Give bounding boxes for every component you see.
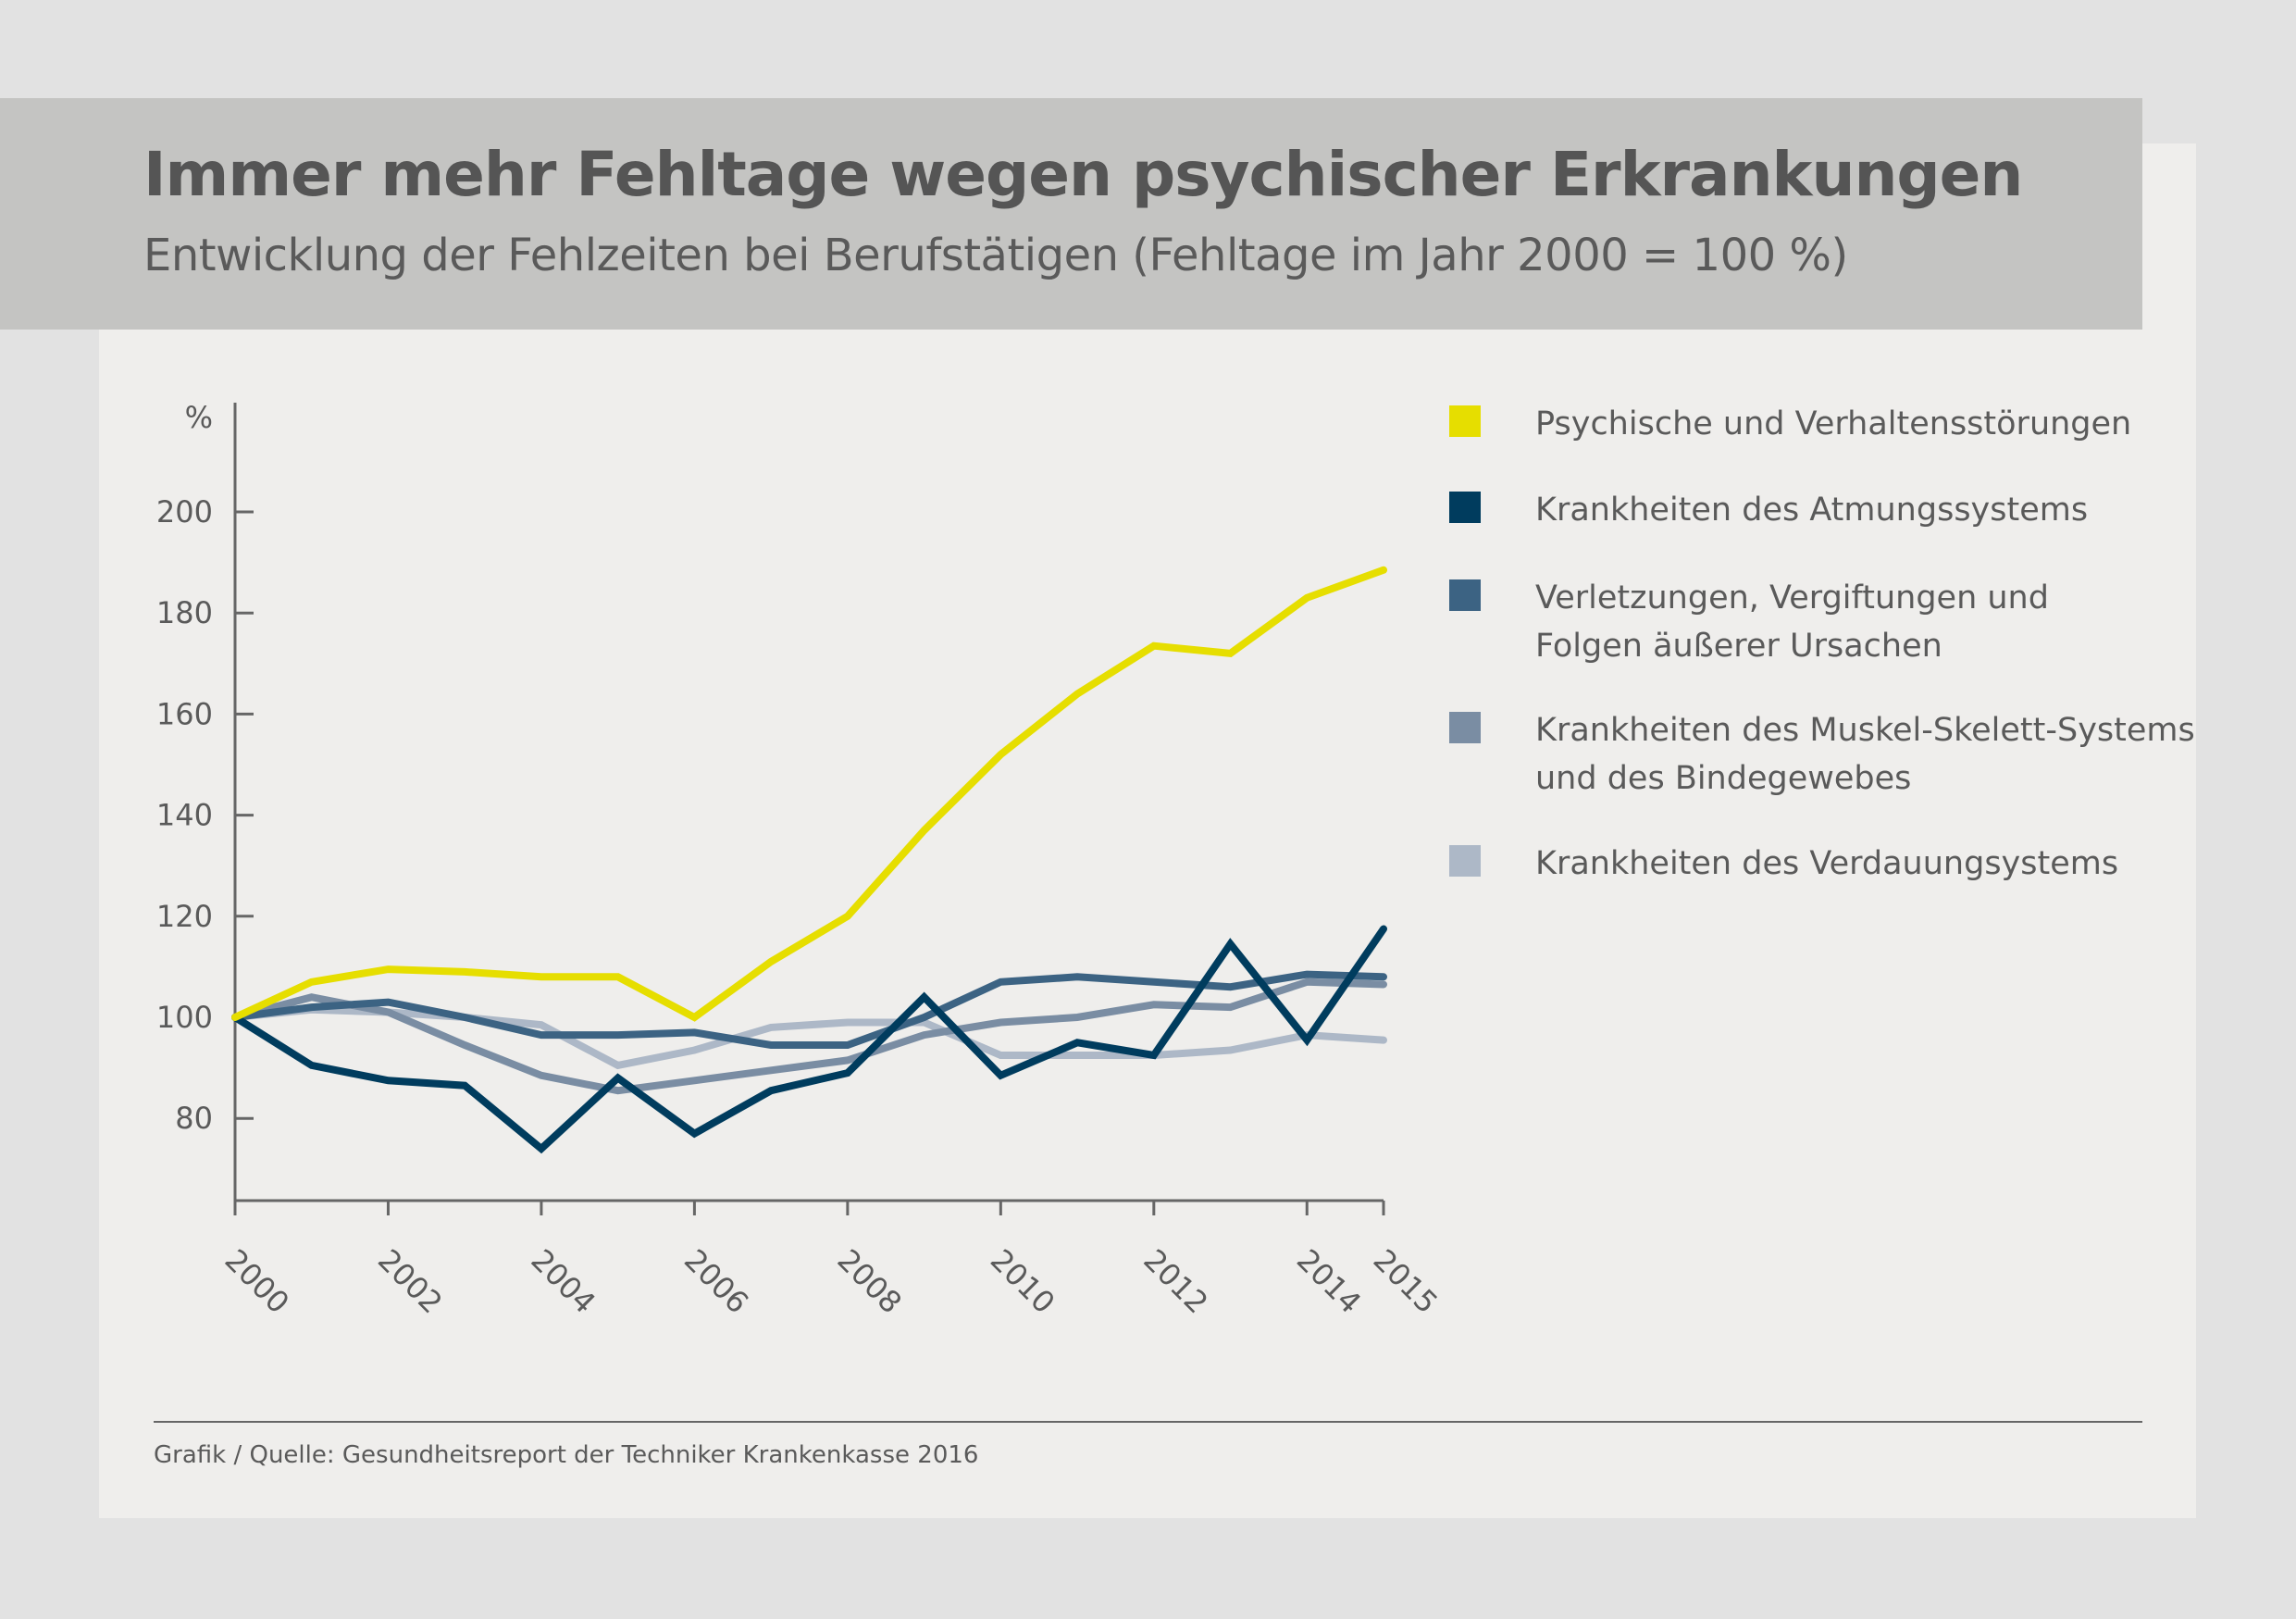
y-axis-label: % <box>185 400 213 435</box>
chart-title: Immer mehr Fehltage wegen psychischer Er… <box>143 139 2023 210</box>
y-tick-label: 160 <box>156 696 213 731</box>
x-tick-label: 2014 <box>1290 1242 1368 1320</box>
x-tick-label: 2004 <box>524 1242 602 1320</box>
legend-item: Krankheiten des Atmungssystems <box>1449 486 2202 534</box>
x-tick-label: 2012 <box>1136 1242 1214 1320</box>
legend-label: Psychische und Verhaltensstörungen <box>1535 405 2132 442</box>
x-tick-label: 2000 <box>218 1242 296 1320</box>
series-line-5 <box>231 1005 1387 1070</box>
legend-item: Krankheiten des Verdauungsystems <box>1449 840 2202 888</box>
y-tick-label: 100 <box>156 1000 213 1035</box>
legend-label: Krankheiten des Muskel-Skelett-Systems u… <box>1535 712 2195 797</box>
legend-item: Psychische und Verhaltensstörungen <box>1449 400 2202 448</box>
y-tick-label: 80 <box>175 1101 213 1136</box>
x-tick-label: 2006 <box>677 1242 755 1320</box>
legend-label: Verletzungen, Vergiftungen und Folgen äu… <box>1535 579 2049 665</box>
series-line-2 <box>231 925 1387 1154</box>
chart-subtitle: Entwicklung der Fehlzeiten bei Berufstät… <box>143 230 1848 281</box>
legend-swatch <box>1449 845 1481 877</box>
legend-swatch <box>1449 579 1481 611</box>
series-line-4 <box>231 978 1387 1095</box>
source-note: Grafik / Quelle: Gesundheitsreport der T… <box>154 1441 979 1469</box>
legend-label: Krankheiten des Verdauungsystems <box>1535 845 2119 882</box>
x-tick-label: 2008 <box>830 1242 908 1320</box>
y-tick-label: 120 <box>156 899 213 934</box>
legend-item: Verletzungen, Vergiftungen und Folgen äu… <box>1449 574 2165 670</box>
y-tick-label: 140 <box>156 798 213 833</box>
header-band <box>0 98 2142 330</box>
footer-divider <box>154 1421 2142 1423</box>
x-tick-label: 2010 <box>984 1242 1061 1320</box>
series-line-3 <box>231 970 1387 1049</box>
y-tick-label: 180 <box>156 595 213 630</box>
legend-swatch <box>1449 712 1481 743</box>
legend-item: Krankheiten des Muskel-Skelett-Systems u… <box>1449 706 2202 803</box>
chart-card <box>99 143 2196 1518</box>
legend-swatch <box>1449 492 1481 523</box>
x-tick-label: 2015 <box>1367 1242 1445 1320</box>
legend-swatch <box>1449 405 1481 437</box>
legend-label: Krankheiten des Atmungssystems <box>1535 492 2089 529</box>
series-line-1 <box>231 566 1387 1022</box>
x-tick-label: 2002 <box>371 1242 449 1320</box>
y-tick-label: 200 <box>156 494 213 529</box>
